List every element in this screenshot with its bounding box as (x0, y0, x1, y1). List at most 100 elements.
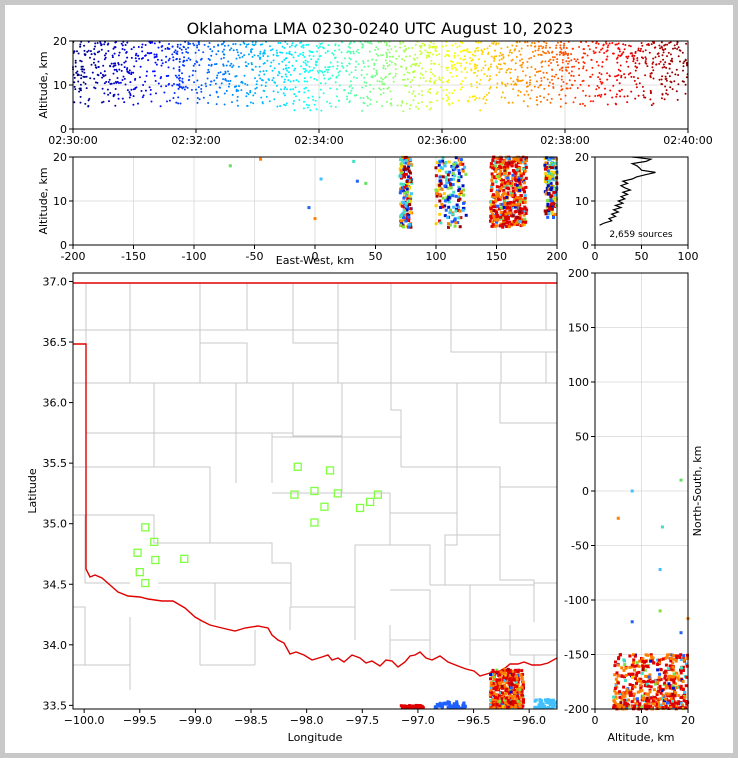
ns-source-point (657, 661, 661, 664)
lightning-source-point (213, 63, 216, 66)
ns-source-point (635, 697, 639, 701)
plan-source-point (504, 692, 508, 696)
lightning-source-point (545, 52, 547, 55)
ew-source-point (458, 193, 462, 196)
ew-source-point (519, 172, 523, 176)
lightning-source-point (561, 59, 564, 61)
ns-source-point (657, 686, 660, 690)
lightning-source-point (124, 60, 127, 63)
lightning-source-point (348, 85, 351, 88)
ew-source-point (439, 166, 443, 169)
lightning-source-point (251, 55, 254, 58)
lightning-source-point (676, 98, 679, 101)
y-tick-label: -200 (564, 703, 589, 716)
ew-source-point (501, 225, 505, 229)
lightning-source-point (109, 65, 112, 68)
lightning-source-point (446, 81, 449, 84)
lightning-source-point (292, 79, 295, 82)
lightning-source-point (504, 96, 507, 99)
plan-source-point (455, 702, 459, 705)
lightning-source-point (526, 44, 529, 47)
lightning-source-point (349, 80, 352, 83)
ns-source-point (624, 706, 628, 710)
lightning-source-point (470, 85, 473, 88)
ew-source-point (491, 220, 494, 224)
lightning-source-point (252, 69, 254, 71)
lightning-source-point (498, 54, 501, 57)
ns-source-point (637, 703, 641, 707)
lightning-source-point (103, 43, 106, 46)
lightning-source-point (501, 91, 504, 94)
ew-source-point (518, 213, 522, 217)
lightning-source-point (637, 49, 640, 52)
lightning-source-point (588, 95, 591, 98)
plan-source-point (555, 705, 557, 709)
plan-source-point (492, 691, 496, 695)
ew-source-point (497, 198, 501, 202)
lightning-source-point (93, 58, 96, 61)
plan-source-point (535, 705, 539, 709)
ew-source-point (508, 206, 512, 210)
lightning-source-point (562, 51, 565, 54)
lightning-source-point (438, 76, 441, 79)
lightning-source-point (250, 62, 253, 64)
lightning-source-point (254, 92, 257, 95)
ew-source-point (409, 163, 413, 167)
ns-source-point (643, 704, 647, 708)
x-tick-label: 02:30:00 (48, 134, 97, 147)
lightning-source-point (585, 69, 588, 72)
ns-source-point (629, 691, 633, 695)
lightning-source-point (97, 60, 100, 63)
lightning-source-point (408, 55, 411, 58)
lightning-source-point (597, 64, 600, 67)
y-tick-label: 100 (568, 376, 589, 389)
lightning-source-point (514, 62, 517, 65)
lightning-source-point (560, 48, 563, 51)
lightning-source-point (333, 49, 336, 52)
ew-source-point (409, 158, 413, 162)
lightning-source-point (208, 59, 211, 61)
lightning-source-point (313, 77, 316, 80)
ns-source-point (632, 661, 635, 665)
ew-source-point (450, 220, 454, 224)
lightning-source-point (130, 48, 133, 51)
lightning-source-point (236, 104, 239, 107)
lma-station-marker (293, 462, 302, 471)
plan-source-point (461, 704, 465, 708)
ew-source-point (497, 172, 501, 176)
ew-source-point (500, 202, 504, 206)
lightning-source-point (255, 83, 258, 86)
lightning-source-point (101, 76, 104, 79)
plan-source-point (516, 694, 520, 698)
lightning-source-point (612, 52, 614, 55)
lightning-source-point (80, 74, 83, 77)
ew-source-point (446, 173, 450, 177)
lightning-source-point (275, 54, 278, 57)
ew-source-point (398, 167, 402, 171)
ew-source-point (493, 224, 497, 228)
plan-source-point (493, 683, 497, 687)
lightning-source-point (222, 56, 225, 59)
ew-source-point (439, 206, 443, 209)
lightning-source-point (92, 61, 95, 64)
lightning-source-point (367, 65, 370, 68)
lightning-source-point (522, 70, 524, 73)
lightning-source-point (271, 69, 274, 72)
lightning-source-point (369, 98, 372, 101)
lightning-source-point (235, 57, 238, 60)
lightning-source-point (655, 63, 658, 66)
lightning-source-point (672, 47, 674, 50)
lightning-source-point (519, 91, 522, 93)
lightning-source-point (293, 109, 296, 112)
lightning-source-point (606, 49, 609, 52)
ew-source-point (502, 185, 505, 189)
ew-source-point (518, 176, 521, 180)
ns-source-point (628, 654, 632, 658)
lightning-source-point (124, 44, 127, 46)
lightning-source-point (158, 41, 161, 44)
plan-source-point (517, 697, 521, 701)
ns-source-point (672, 657, 676, 661)
lightning-source-point (318, 96, 321, 99)
ew-source-point (549, 156, 553, 160)
x-tick-label: 02:32:00 (171, 134, 220, 147)
